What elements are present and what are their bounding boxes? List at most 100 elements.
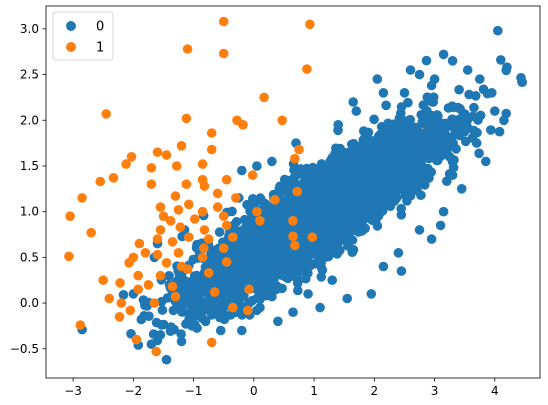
data-point-series-1 <box>212 188 223 199</box>
data-point-series-0 <box>303 178 314 188</box>
data-point-series-0 <box>414 69 425 80</box>
data-point-series-0 <box>271 284 282 295</box>
data-point-series-0 <box>381 100 391 111</box>
data-point-series-1 <box>259 92 269 103</box>
data-point-series-1 <box>190 214 200 224</box>
data-point-series-1 <box>221 174 232 185</box>
data-point-series-0 <box>413 169 423 180</box>
data-point-series-0 <box>118 290 129 300</box>
data-point-series-0 <box>429 74 440 84</box>
data-point-series-0 <box>186 297 197 308</box>
data-point-series-0 <box>305 164 316 175</box>
data-point-series-1 <box>152 249 163 260</box>
data-point-series-0 <box>274 184 285 194</box>
data-point-series-0 <box>175 284 185 295</box>
data-point-series-1 <box>161 258 172 268</box>
data-point-series-0 <box>353 227 364 237</box>
y-tick-label: 1.5 <box>20 159 39 173</box>
data-point-series-0 <box>496 55 506 65</box>
data-point-series-0 <box>255 302 265 313</box>
data-point-series-0 <box>327 205 338 215</box>
data-point-series-1 <box>288 216 298 226</box>
data-point-series-0 <box>329 176 339 186</box>
data-point-series-0 <box>161 354 172 365</box>
data-point-series-0 <box>289 172 300 183</box>
data-point-series-0 <box>399 88 410 98</box>
data-point-series-1 <box>228 232 238 242</box>
data-point-series-1 <box>114 312 125 322</box>
data-point-series-1 <box>77 193 87 203</box>
data-point-series-0 <box>197 286 208 296</box>
data-point-series-0 <box>321 252 332 262</box>
data-point-series-1 <box>231 193 241 203</box>
data-point-series-0 <box>312 192 323 203</box>
data-point-series-1 <box>155 270 166 281</box>
data-point-series-0 <box>216 304 227 314</box>
data-point-series-0 <box>387 128 397 138</box>
x-tick-label: 3 <box>431 384 439 398</box>
data-point-series-0 <box>206 310 217 320</box>
y-tick-label: 1.0 <box>20 205 39 219</box>
data-point-series-0 <box>403 97 413 108</box>
data-point-series-1 <box>307 232 318 242</box>
data-point-series-1 <box>65 211 75 221</box>
data-point-series-0 <box>422 125 433 136</box>
data-point-series-0 <box>269 274 279 285</box>
data-point-series-0 <box>470 91 481 101</box>
data-point-series-0 <box>402 148 412 159</box>
data-point-series-0 <box>165 326 176 337</box>
data-point-series-0 <box>253 236 264 246</box>
data-point-series-1 <box>167 237 178 247</box>
data-point-series-1 <box>115 278 125 288</box>
data-point-series-1 <box>292 186 303 197</box>
y-tick-label: 0.0 <box>20 296 39 310</box>
data-point-series-0 <box>236 259 246 270</box>
data-point-series-0 <box>433 124 443 134</box>
data-point-series-0 <box>517 77 527 87</box>
data-point-series-0 <box>168 305 179 316</box>
data-point-series-0 <box>454 84 464 95</box>
data-point-series-0 <box>262 229 272 239</box>
data-point-series-0 <box>337 153 348 163</box>
x-tick-label: 1 <box>310 384 318 398</box>
data-point-series-1 <box>170 291 181 302</box>
data-point-series-0 <box>278 261 288 272</box>
data-point-series-0 <box>372 145 383 156</box>
data-point-series-0 <box>215 325 226 336</box>
data-point-series-1 <box>176 141 187 151</box>
data-point-series-0 <box>474 148 484 159</box>
data-point-series-0 <box>293 285 303 296</box>
data-point-series-0 <box>349 189 360 200</box>
data-point-series-0 <box>300 273 311 284</box>
data-point-series-1 <box>305 19 315 30</box>
data-point-series-0 <box>327 221 338 231</box>
data-point-series-0 <box>372 74 383 84</box>
data-point-series-1 <box>218 16 229 27</box>
data-point-series-1 <box>151 346 161 357</box>
data-point-series-0 <box>394 155 405 165</box>
data-point-series-0 <box>211 265 222 276</box>
data-point-series-0 <box>365 190 375 201</box>
data-point-series-0 <box>267 156 277 167</box>
data-point-series-0 <box>241 247 252 258</box>
data-point-series-0 <box>427 147 437 158</box>
data-point-series-1 <box>294 144 304 155</box>
data-point-series-1 <box>221 257 232 267</box>
data-point-series-0 <box>456 184 467 194</box>
x-tick-label: −3 <box>64 384 82 398</box>
data-point-series-0 <box>451 144 461 154</box>
data-point-series-0 <box>372 134 383 144</box>
data-point-series-0 <box>469 102 479 113</box>
data-point-series-0 <box>355 178 365 188</box>
data-point-series-0 <box>252 161 262 171</box>
data-point-series-0 <box>284 224 294 234</box>
y-tick-label: 2.5 <box>20 68 39 82</box>
y-tick-label: 3.0 <box>20 22 39 36</box>
data-point-series-1 <box>167 281 178 292</box>
data-point-series-1 <box>218 48 229 59</box>
data-point-series-0 <box>328 233 338 243</box>
data-point-series-1 <box>64 251 74 262</box>
data-point-series-0 <box>195 300 206 311</box>
data-point-series-0 <box>239 214 250 225</box>
